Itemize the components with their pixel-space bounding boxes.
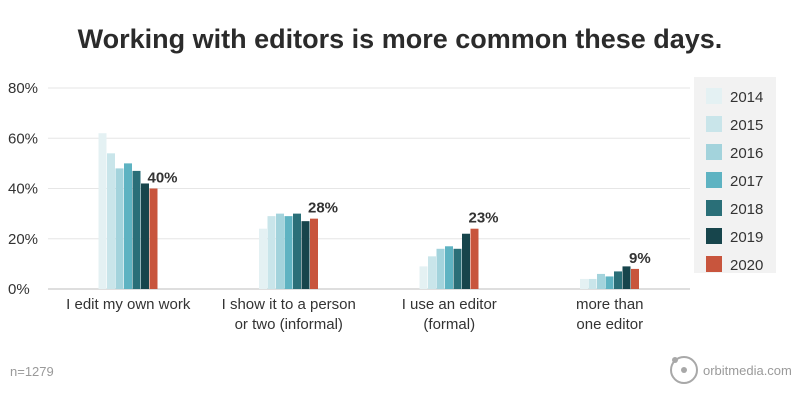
legend-swatch (706, 144, 722, 160)
sample-size-note: n=1279 (10, 364, 54, 379)
legend-label: 2020 (730, 257, 763, 274)
data-label: 40% (148, 170, 178, 187)
legend-swatch (706, 228, 722, 244)
bar-2016 (597, 273, 605, 289)
bar-2015 (107, 153, 115, 289)
bar-2014 (259, 228, 267, 289)
legend-swatch (706, 200, 722, 216)
orbit-logo-moon (672, 357, 678, 363)
x-category-label: one editor (576, 316, 643, 333)
x-category-label: I show it to a person (222, 296, 356, 313)
legend-label: 2018 (730, 201, 763, 218)
legend-label: 2019 (730, 229, 763, 246)
bar-2016 (436, 248, 445, 289)
bar-2016 (276, 213, 284, 289)
legend: 2014 2015 2016 2017 2018 2019 2020 (694, 77, 776, 274)
bar-2015 (588, 278, 597, 289)
y-tick-label: 0% (8, 281, 30, 298)
bar-2019 (301, 221, 310, 289)
bar-2018 (453, 248, 462, 289)
bar-2014 (580, 278, 588, 289)
bar-2018 (614, 271, 622, 289)
chart-title: Working with editors is more common thes… (78, 24, 723, 54)
bar-2019 (141, 183, 149, 289)
x-category-label: (formal) (423, 316, 475, 333)
legend-swatch (706, 88, 722, 104)
legend-label: 2016 (730, 145, 763, 162)
brand-logo: orbitmedia.com (670, 356, 792, 384)
x-axis: I edit my own work I show it to a person o… (66, 296, 643, 333)
y-axis: 0% 20% 40% 60% 80% (8, 80, 38, 298)
x-category-label: I edit my own work (66, 296, 191, 313)
y-tick-label: 80% (8, 80, 38, 97)
legend-label: 2017 (730, 173, 763, 190)
x-category-label: more than (576, 296, 644, 313)
bar-2018 (132, 170, 141, 289)
bar-2015 (428, 256, 436, 289)
orbit-logo-dot (681, 367, 687, 373)
bar-2020 (310, 218, 318, 289)
bar-2017 (284, 216, 293, 289)
bar-2020 (470, 228, 479, 289)
bar-2015 (267, 216, 276, 289)
legend-label: 2015 (730, 117, 763, 134)
bars (98, 133, 639, 289)
bar-2018 (293, 213, 301, 289)
bar-2017 (605, 276, 614, 289)
bar-2014 (419, 266, 428, 289)
x-category-label: I use an editor (402, 296, 497, 313)
data-labels: 40% 28% 23% 9% (148, 170, 651, 267)
bar-2017 (124, 163, 132, 289)
bar-2014 (98, 133, 107, 289)
data-label: 9% (629, 250, 651, 267)
x-category-label: or two (informal) (235, 316, 343, 333)
bar-2020 (631, 268, 639, 289)
y-tick-label: 20% (8, 231, 38, 248)
bar-2020 (149, 188, 158, 289)
orbit-logo-icon (670, 356, 698, 384)
bar-2019 (622, 266, 631, 289)
bar-2017 (445, 246, 453, 289)
legend-label: 2014 (730, 89, 763, 106)
legend-swatch (706, 116, 722, 132)
legend-swatch (706, 256, 722, 272)
y-tick-label: 40% (8, 181, 38, 198)
brand-name: orbitmedia.com (703, 363, 792, 378)
data-label: 23% (469, 210, 499, 227)
bar-2016 (115, 168, 124, 289)
data-label: 28% (308, 200, 338, 217)
bar-2019 (462, 233, 470, 289)
y-tick-label: 60% (8, 130, 38, 147)
legend-swatch (706, 172, 722, 188)
